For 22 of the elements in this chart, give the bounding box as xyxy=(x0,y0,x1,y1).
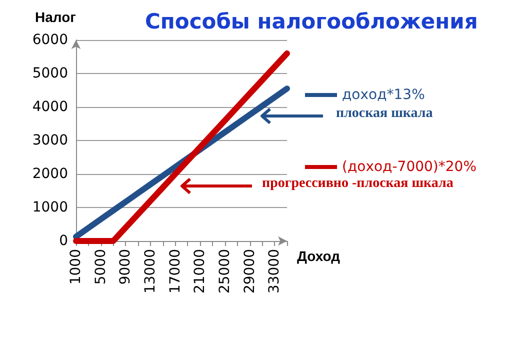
y-tick-label: 1000 xyxy=(32,200,68,216)
y-tick-label: 6000 xyxy=(32,32,68,48)
annotation: прогрессивно -плоская шкала xyxy=(262,176,454,192)
y-tick-label: 4000 xyxy=(32,99,68,115)
chart-title: Способы налогообложения xyxy=(145,10,478,34)
text: плоская шкала xyxy=(336,106,433,122)
x-tick-label: 9000 xyxy=(118,249,134,285)
y-tick-label: 5000 xyxy=(32,66,68,82)
x-tick-label: 29000 xyxy=(242,249,258,294)
x-tick-label: 21000 xyxy=(192,249,208,294)
legend-label: (доход-7000)*20% xyxy=(342,159,476,175)
x-tick-label: 13000 xyxy=(142,249,158,294)
y-axis-title: Налог xyxy=(35,9,76,25)
x-tick-label: 33000 xyxy=(266,249,283,294)
x-tick-label: 5000 xyxy=(92,249,109,285)
y-tick-label: 2000 xyxy=(32,166,68,182)
legend-label: доход*13% xyxy=(342,87,425,103)
x-tick-label: 17000 xyxy=(167,249,184,294)
y-tick-label: 3000 xyxy=(32,132,68,148)
y-tick-label: 0 xyxy=(59,233,68,249)
x-tick-label: 25000 xyxy=(216,249,233,294)
x-axis-title: Доход xyxy=(297,248,340,264)
